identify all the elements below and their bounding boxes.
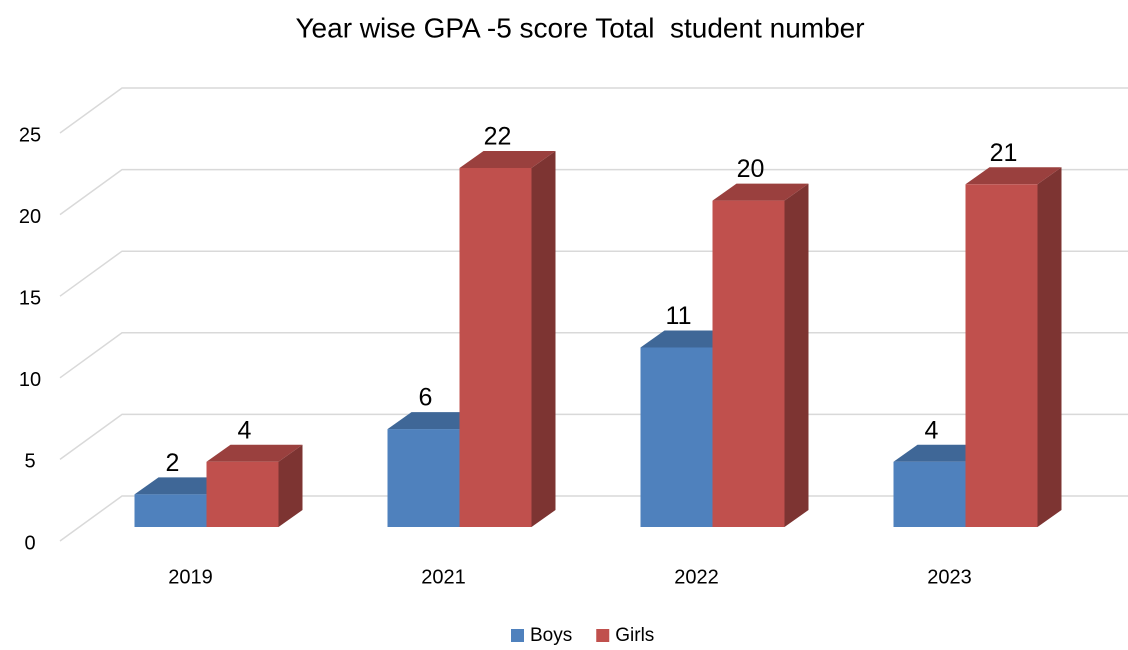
grid-line bbox=[59, 168, 1128, 216]
value-label: 22 bbox=[484, 123, 512, 151]
x-tick-label: 2021 bbox=[421, 566, 466, 588]
y-tick-label: 20 bbox=[19, 206, 41, 228]
y-tick-label: 15 bbox=[19, 287, 41, 309]
bar bbox=[712, 200, 785, 527]
x-tick-label: 2022 bbox=[674, 566, 719, 588]
y-tick-label: 5 bbox=[24, 451, 35, 473]
bar-side bbox=[531, 150, 556, 527]
y-tick-label: 25 bbox=[19, 124, 41, 146]
y-tick-label: 0 bbox=[24, 532, 35, 554]
bar bbox=[206, 461, 279, 527]
legend-swatch bbox=[596, 629, 610, 642]
bar-top bbox=[206, 444, 303, 462]
legend-label: Girls bbox=[615, 625, 654, 646]
value-label: 20 bbox=[737, 155, 765, 183]
bar-top bbox=[712, 183, 809, 201]
value-label: 4 bbox=[925, 416, 939, 444]
bar-side bbox=[784, 183, 809, 527]
value-label: 11 bbox=[666, 302, 692, 330]
bar bbox=[640, 347, 713, 527]
bar-side bbox=[1037, 167, 1062, 527]
x-tick-label: 2023 bbox=[927, 566, 972, 588]
legend-swatch bbox=[511, 629, 524, 642]
bar-top bbox=[459, 150, 556, 168]
bar bbox=[893, 461, 966, 527]
x-tick-label: 2019 bbox=[168, 566, 213, 588]
value-label: 21 bbox=[990, 139, 1018, 167]
value-label: 4 bbox=[238, 416, 252, 444]
chart-title: Year wise GPA -5 score Total student num… bbox=[295, 12, 864, 43]
value-label: 6 bbox=[419, 384, 433, 412]
y-tick-label: 10 bbox=[19, 369, 41, 391]
bar-top bbox=[965, 167, 1062, 185]
bar bbox=[459, 167, 532, 527]
legend-label: Boys bbox=[530, 625, 572, 646]
bar bbox=[387, 429, 460, 527]
bar-side bbox=[278, 444, 303, 527]
bar bbox=[965, 184, 1038, 527]
bar bbox=[134, 494, 207, 527]
grid-line bbox=[59, 87, 1128, 134]
value-label: 2 bbox=[166, 449, 180, 477]
